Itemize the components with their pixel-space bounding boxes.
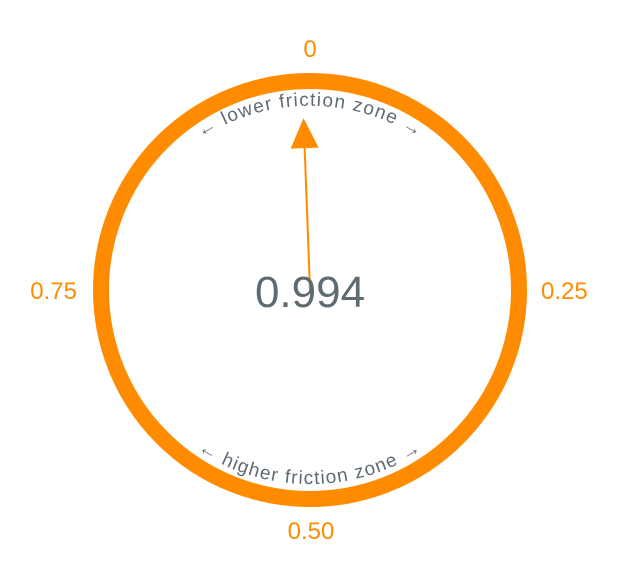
tick-label-top: 0 (303, 36, 317, 63)
needle-arrowhead-icon (290, 118, 319, 149)
value-readout: 0.994 (254, 268, 366, 317)
tick-label-bottom: 0.50 (287, 518, 335, 545)
tick-label-left: 0.75 (30, 278, 77, 305)
tick-label-right: 0.25 (541, 278, 588, 305)
dial-ring (93, 73, 527, 507)
dial-needle (303, 147, 311, 291)
